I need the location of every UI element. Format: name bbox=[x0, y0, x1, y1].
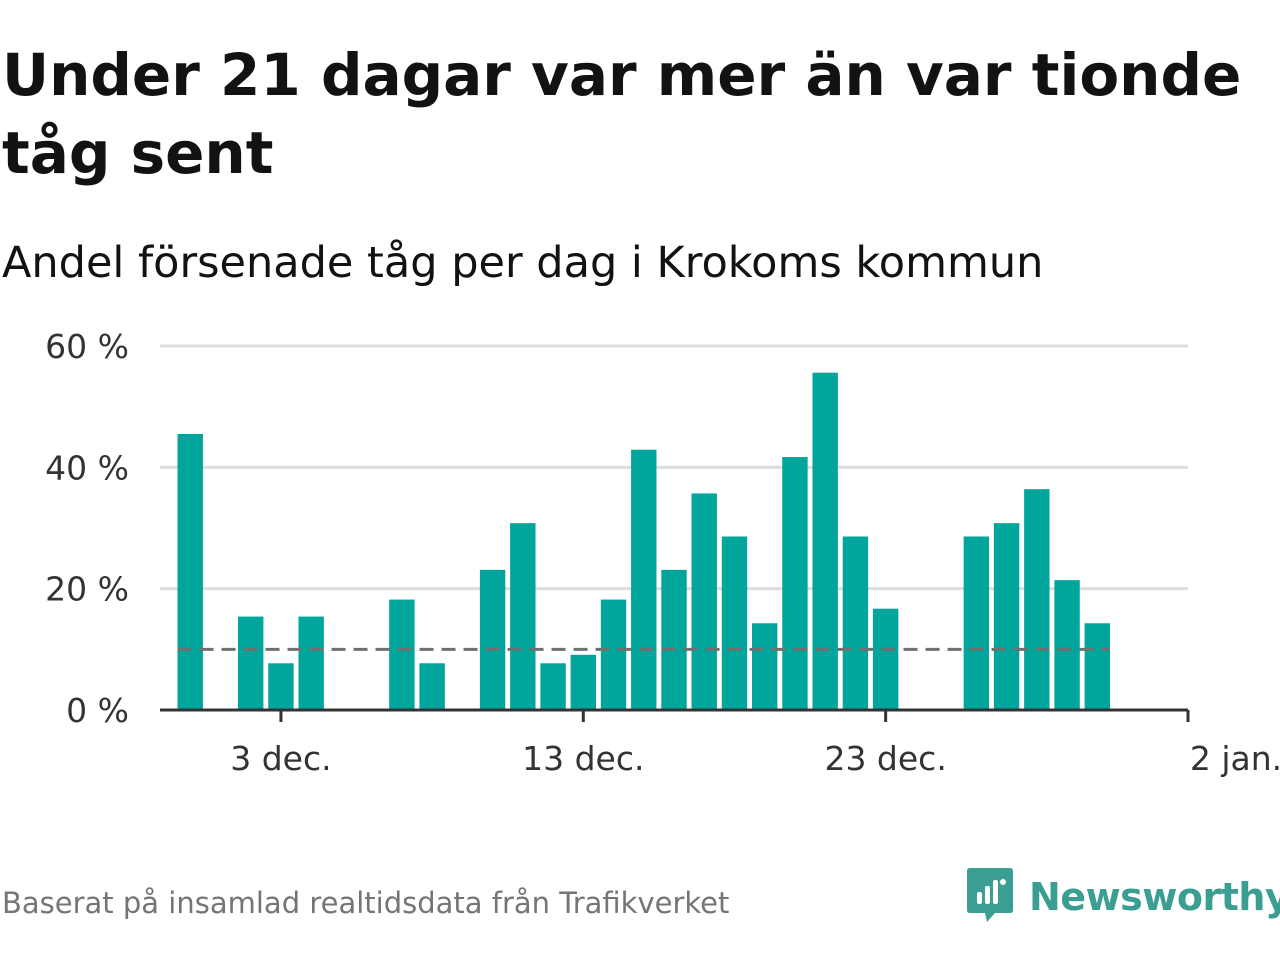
bar bbox=[540, 663, 566, 710]
bar bbox=[570, 654, 596, 710]
bar bbox=[782, 457, 808, 710]
bar bbox=[661, 569, 687, 710]
bar bbox=[177, 433, 203, 710]
bar bbox=[238, 616, 264, 710]
bar bbox=[479, 569, 506, 710]
bar bbox=[268, 663, 294, 710]
brand-logo[interactable]: Newsworthy bbox=[965, 866, 1280, 928]
brand-name: Newsworthy bbox=[1029, 875, 1280, 919]
bar bbox=[631, 449, 657, 710]
y-tick-label: 60 % bbox=[45, 327, 129, 366]
chart-title: Under 21 dagar var mer än var tionde tåg… bbox=[2, 41, 1242, 187]
bar bbox=[1024, 489, 1050, 710]
y-tick-label: 40 % bbox=[45, 448, 129, 487]
newsworthy-logo-icon bbox=[965, 866, 1015, 928]
x-tick-label: 2 jan. bbox=[1190, 739, 1280, 778]
bar bbox=[812, 372, 838, 710]
bar bbox=[1084, 623, 1110, 710]
bar bbox=[752, 623, 778, 710]
x-axis: 3 dec. 13 dec. 23 dec. 2 jan. bbox=[160, 708, 1280, 778]
x-tick-label: 3 dec. bbox=[230, 739, 331, 778]
bar bbox=[600, 599, 627, 710]
bar bbox=[872, 608, 899, 710]
bar bbox=[721, 536, 748, 710]
y-tick-label: 20 % bbox=[45, 570, 129, 609]
source-note: Baserat på insamlad realtidsdata från Tr… bbox=[2, 886, 730, 920]
bars bbox=[177, 372, 1110, 710]
x-tick-label: 13 dec. bbox=[522, 739, 644, 778]
bar bbox=[691, 493, 717, 710]
bar bbox=[842, 536, 869, 710]
x-tick-label: 23 dec. bbox=[824, 739, 946, 778]
bar bbox=[993, 523, 1020, 710]
bar bbox=[510, 523, 536, 710]
bar bbox=[389, 599, 415, 710]
bar bbox=[298, 616, 324, 710]
chart-subtitle: Andel försenade tåg per dag i Krokoms ko… bbox=[2, 238, 1044, 288]
bar bbox=[1054, 580, 1080, 710]
bar bbox=[419, 663, 445, 710]
y-tick-label: 0 % bbox=[66, 691, 129, 730]
bar bbox=[963, 536, 990, 710]
y-axis-tick-labels: 0 % 20 % 40 % 60 % bbox=[45, 327, 129, 730]
bar-chart: 0 % 20 % 40 % 60 % 3 dec. 13 dec. 23 dec. 2 ja… bbox=[45, 327, 1280, 778]
